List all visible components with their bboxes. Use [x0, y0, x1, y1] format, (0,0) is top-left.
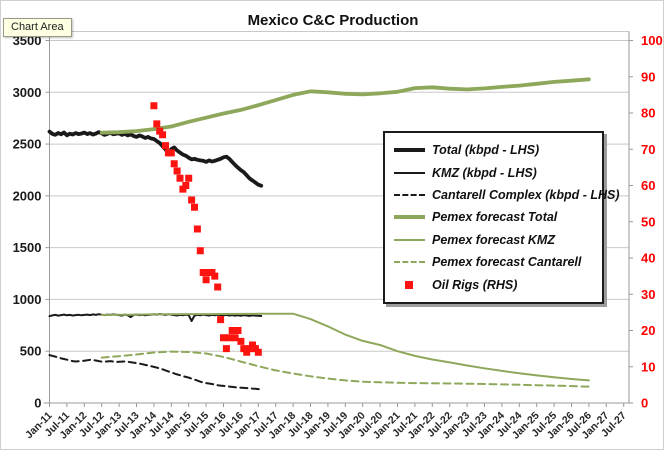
- oil-rigs-marker: [208, 269, 216, 276]
- oil-rigs-marker: [222, 345, 230, 353]
- legend-swatch-kmz-line: [394, 171, 425, 174]
- oil-rigs-marker: [234, 327, 242, 334]
- left-axis-label: 2500: [13, 137, 42, 152]
- series-line-pemex-forecast-cantarell: [100, 350, 590, 388]
- legend-label: Pemex forecast Total: [432, 210, 558, 225]
- oil-rigs-marker: [162, 142, 169, 150]
- oil-rigs-marker: [193, 225, 201, 233]
- left-axis-label: 3000: [13, 85, 42, 100]
- oil-rigs-marker: [243, 348, 251, 356]
- right-axis-label: 90: [641, 69, 655, 84]
- legend-label: Cantarell Complex (kbpd - LHS): [432, 188, 620, 203]
- chart-title: Mexico C&C Production: [247, 12, 419, 29]
- legend-swatch-oil-rigs-marker: [405, 280, 413, 289]
- series-line-total-kbpd-lhs-: [47, 129, 264, 188]
- series-line-pemex-forecast-total: [99, 77, 591, 135]
- left-axis-label: 1500: [13, 240, 42, 255]
- oil-rigs-marker: [225, 334, 233, 342]
- oil-rigs-marker: [249, 341, 256, 349]
- series-line-pemex-forecast-kmz: [100, 312, 590, 382]
- left-axis-label: 2000: [13, 188, 42, 203]
- right-axis-label: 70: [641, 142, 655, 157]
- oil-rigs-marker: [188, 196, 196, 204]
- legend: Total (kbpd - LHS) KMZ (kbpd - LHS) Cant…: [383, 131, 620, 304]
- oil-rigs-marker: [214, 283, 222, 291]
- oil-rigs-marker: [251, 345, 259, 353]
- oil-rigs-marker: [167, 149, 175, 157]
- right-axis-label: 80: [641, 106, 655, 121]
- right-axis-label: 40: [641, 251, 655, 266]
- oil-rigs-marker: [211, 272, 219, 280]
- oil-rigs-marker: [196, 247, 204, 255]
- legend-item-forecast-cantarell: Pemex forecast Cantarell: [394, 255, 598, 269]
- right-axis-label: 100: [641, 33, 663, 48]
- legend-label: Total (kbpd - LHS): [432, 143, 540, 158]
- legend-item-oil-rigs: Oil Rigs (RHS): [394, 278, 598, 292]
- right-axis-label: 10: [641, 359, 655, 374]
- legend-swatch-forecast-kmz-line: [394, 238, 425, 241]
- oil-rigs-marker: [191, 203, 198, 211]
- right-axis-label: 0: [641, 396, 648, 411]
- oil-rigs-marker: [254, 348, 262, 356]
- legend-item-kmz: KMZ (kbpd - LHS): [394, 166, 598, 180]
- oil-rigs-marker: [199, 269, 207, 276]
- series-line-cantarell-complex-kbpd-lhs-: [48, 354, 263, 391]
- oil-rigs-marker: [220, 334, 227, 342]
- legend-label: Pemex forecast KMZ: [432, 232, 555, 247]
- oil-rigs-marker: [150, 102, 158, 110]
- chart-area-tooltip: Chart Area: [3, 18, 72, 37]
- oil-rigs-marker: [217, 316, 225, 324]
- oil-rigs-marker: [179, 185, 187, 193]
- legend-label: Pemex forecast Cantarell: [432, 255, 582, 270]
- legend-swatch-forecast-cantarell-line: [394, 261, 425, 264]
- legend-item-total: Total (kbpd - LHS): [394, 143, 598, 157]
- left-axis-label: 1000: [13, 292, 42, 307]
- oil-rigs-marker: [153, 120, 161, 128]
- legend-item-forecast-kmz: Pemex forecast KMZ: [394, 233, 598, 247]
- oil-rigs-marker: [237, 337, 245, 345]
- legend-swatch-total-line: [394, 148, 425, 153]
- right-axis-label: 60: [641, 178, 655, 193]
- oil-rigs-marker: [240, 345, 248, 353]
- oil-rigs-marker: [182, 182, 190, 189]
- oil-rigs-marker: [176, 174, 184, 182]
- legend-label: KMZ (kbpd - LHS): [432, 165, 537, 180]
- right-axis-label: 30: [641, 287, 655, 302]
- oil-rigs-marker: [159, 131, 167, 139]
- oil-rigs-marker: [202, 276, 210, 284]
- oil-rigs-marker: [173, 167, 181, 175]
- oil-rigs-marker: [170, 160, 178, 168]
- legend-label: Oil Rigs (RHS): [432, 277, 518, 292]
- legend-item-forecast-total: Pemex forecast Total: [394, 210, 598, 224]
- oil-rigs-marker: [246, 345, 254, 353]
- left-axis-label: 0: [34, 396, 41, 411]
- right-axis-label: 20: [641, 323, 655, 338]
- legend-swatch-cantarell-line: [394, 194, 425, 197]
- left-axis-label: 500: [20, 344, 42, 359]
- oil-rigs-marker: [228, 327, 236, 334]
- oil-rigs-marker: [231, 334, 239, 342]
- right-axis-label: 50: [641, 214, 655, 229]
- legend-swatch-forecast-total-line: [394, 215, 425, 220]
- oil-rigs-marker: [156, 127, 164, 135]
- oil-rigs-marker: [185, 174, 193, 182]
- legend-item-cantarell: Cantarell Complex (kbpd - LHS): [394, 188, 620, 202]
